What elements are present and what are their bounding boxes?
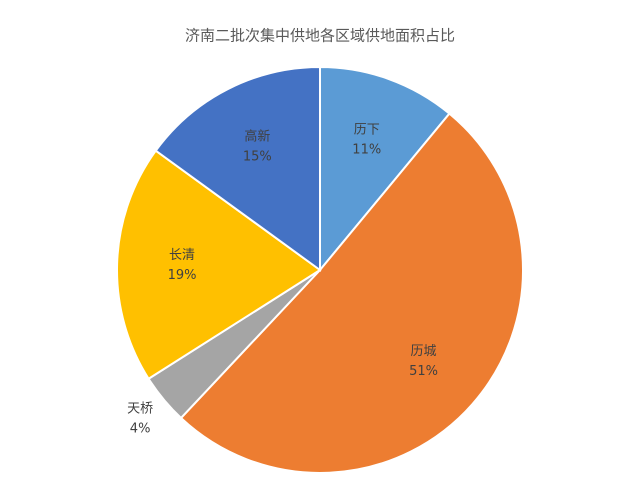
value-label: 4% [130, 421, 151, 436]
pie-slice [116, 149, 322, 381]
slice-label: 历下 [354, 123, 380, 138]
slice-label: 天桥 [127, 401, 153, 416]
pie-slice [179, 112, 524, 474]
pie-slice [154, 65, 321, 272]
value-label: 11% [352, 143, 381, 158]
chart-title: 济南二批次集中供地各区域供地面积占比 [185, 27, 455, 45]
slice-label: 高新 [244, 129, 270, 145]
slice-label: 历城 [411, 344, 437, 359]
slice-label: 长清 [169, 248, 195, 263]
value-label: 51% [409, 364, 438, 379]
pie-slice [319, 65, 451, 273]
value-label: 19% [168, 268, 197, 283]
value-label: 15% [243, 150, 272, 165]
